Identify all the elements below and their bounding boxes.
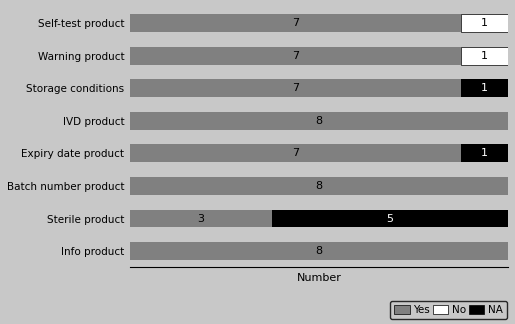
Bar: [130, 210, 508, 227]
Bar: [130, 112, 508, 130]
Text: 7: 7: [292, 18, 299, 28]
Bar: [461, 47, 508, 65]
Bar: [130, 79, 508, 97]
Text: 1: 1: [481, 83, 488, 93]
Bar: [461, 145, 508, 162]
Text: 3: 3: [197, 214, 204, 224]
Bar: [461, 14, 508, 32]
Bar: [130, 14, 461, 32]
Text: 1: 1: [481, 148, 488, 158]
Bar: [130, 242, 508, 260]
Text: 8: 8: [316, 181, 322, 191]
Text: 5: 5: [386, 214, 393, 224]
Bar: [130, 145, 508, 162]
Bar: [130, 47, 461, 65]
Legend: Yes, No, NA: Yes, No, NA: [390, 301, 507, 319]
Bar: [130, 242, 508, 260]
Bar: [130, 79, 461, 97]
Text: 7: 7: [292, 83, 299, 93]
Bar: [130, 210, 272, 227]
Bar: [130, 47, 508, 65]
Text: 1: 1: [481, 18, 488, 28]
Text: 7: 7: [292, 51, 299, 61]
X-axis label: Number: Number: [297, 273, 341, 283]
Text: 7: 7: [292, 148, 299, 158]
Bar: [130, 145, 461, 162]
Text: 8: 8: [316, 246, 322, 256]
Text: 1: 1: [481, 51, 488, 61]
Bar: [130, 14, 508, 32]
Bar: [272, 210, 508, 227]
Bar: [130, 177, 508, 195]
Text: 8: 8: [316, 116, 322, 126]
Bar: [130, 112, 508, 130]
Bar: [461, 79, 508, 97]
Bar: [130, 177, 508, 195]
